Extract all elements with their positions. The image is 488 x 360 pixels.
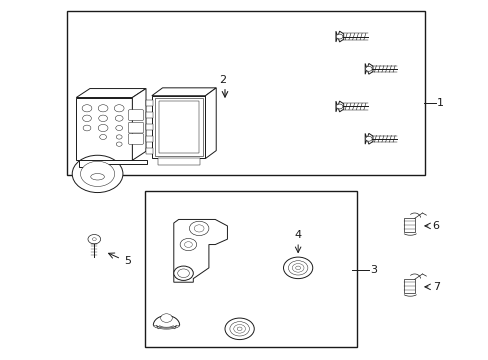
Circle shape (99, 115, 107, 122)
Polygon shape (152, 88, 216, 96)
Circle shape (233, 324, 245, 333)
Polygon shape (76, 89, 146, 98)
Bar (155, 98, 202, 156)
Bar (146, 148, 153, 154)
Text: 5: 5 (124, 256, 131, 266)
Circle shape (160, 314, 172, 322)
Circle shape (114, 105, 124, 112)
Bar (158, 158, 199, 165)
Text: 4: 4 (294, 230, 301, 240)
Bar (146, 112, 153, 118)
Circle shape (72, 155, 122, 193)
Bar (146, 136, 153, 142)
Text: 2: 2 (219, 75, 225, 85)
Circle shape (180, 238, 196, 251)
Circle shape (92, 238, 96, 240)
Polygon shape (365, 134, 372, 144)
Circle shape (365, 136, 371, 141)
Polygon shape (79, 160, 147, 167)
Bar (403, 219, 414, 232)
Text: 1: 1 (436, 98, 443, 108)
Circle shape (88, 234, 101, 244)
Circle shape (189, 221, 208, 235)
Circle shape (98, 105, 108, 112)
FancyBboxPatch shape (128, 122, 143, 133)
Circle shape (116, 126, 122, 131)
Circle shape (173, 266, 193, 280)
Circle shape (177, 269, 189, 278)
Circle shape (184, 242, 192, 247)
Circle shape (81, 161, 114, 186)
Text: 6: 6 (432, 221, 439, 231)
Circle shape (115, 116, 123, 121)
Circle shape (116, 135, 122, 139)
Circle shape (116, 142, 122, 146)
Bar (152, 96, 205, 158)
Circle shape (83, 125, 91, 131)
Bar (76, 98, 132, 160)
Circle shape (82, 115, 91, 122)
Polygon shape (365, 63, 372, 74)
Circle shape (82, 105, 92, 112)
Circle shape (365, 66, 371, 71)
Polygon shape (205, 88, 216, 158)
Bar (144, 191, 356, 347)
Circle shape (336, 34, 342, 39)
Ellipse shape (91, 174, 104, 180)
Circle shape (295, 266, 300, 270)
Circle shape (229, 321, 249, 336)
Polygon shape (335, 101, 343, 112)
Circle shape (224, 318, 254, 339)
Circle shape (292, 264, 304, 272)
Bar (66, 12, 424, 175)
Circle shape (100, 134, 106, 139)
Circle shape (98, 125, 108, 132)
Polygon shape (335, 31, 343, 42)
FancyBboxPatch shape (128, 134, 143, 144)
Bar (146, 124, 153, 130)
Circle shape (194, 225, 203, 232)
Text: 3: 3 (369, 265, 377, 275)
FancyBboxPatch shape (128, 110, 143, 121)
Circle shape (336, 104, 342, 109)
Bar (158, 101, 198, 153)
Circle shape (237, 327, 242, 330)
Circle shape (283, 257, 312, 279)
Polygon shape (173, 220, 227, 282)
Polygon shape (132, 89, 146, 160)
Bar (403, 279, 414, 293)
Bar (146, 100, 153, 106)
Text: 7: 7 (432, 282, 439, 292)
Circle shape (288, 261, 307, 275)
